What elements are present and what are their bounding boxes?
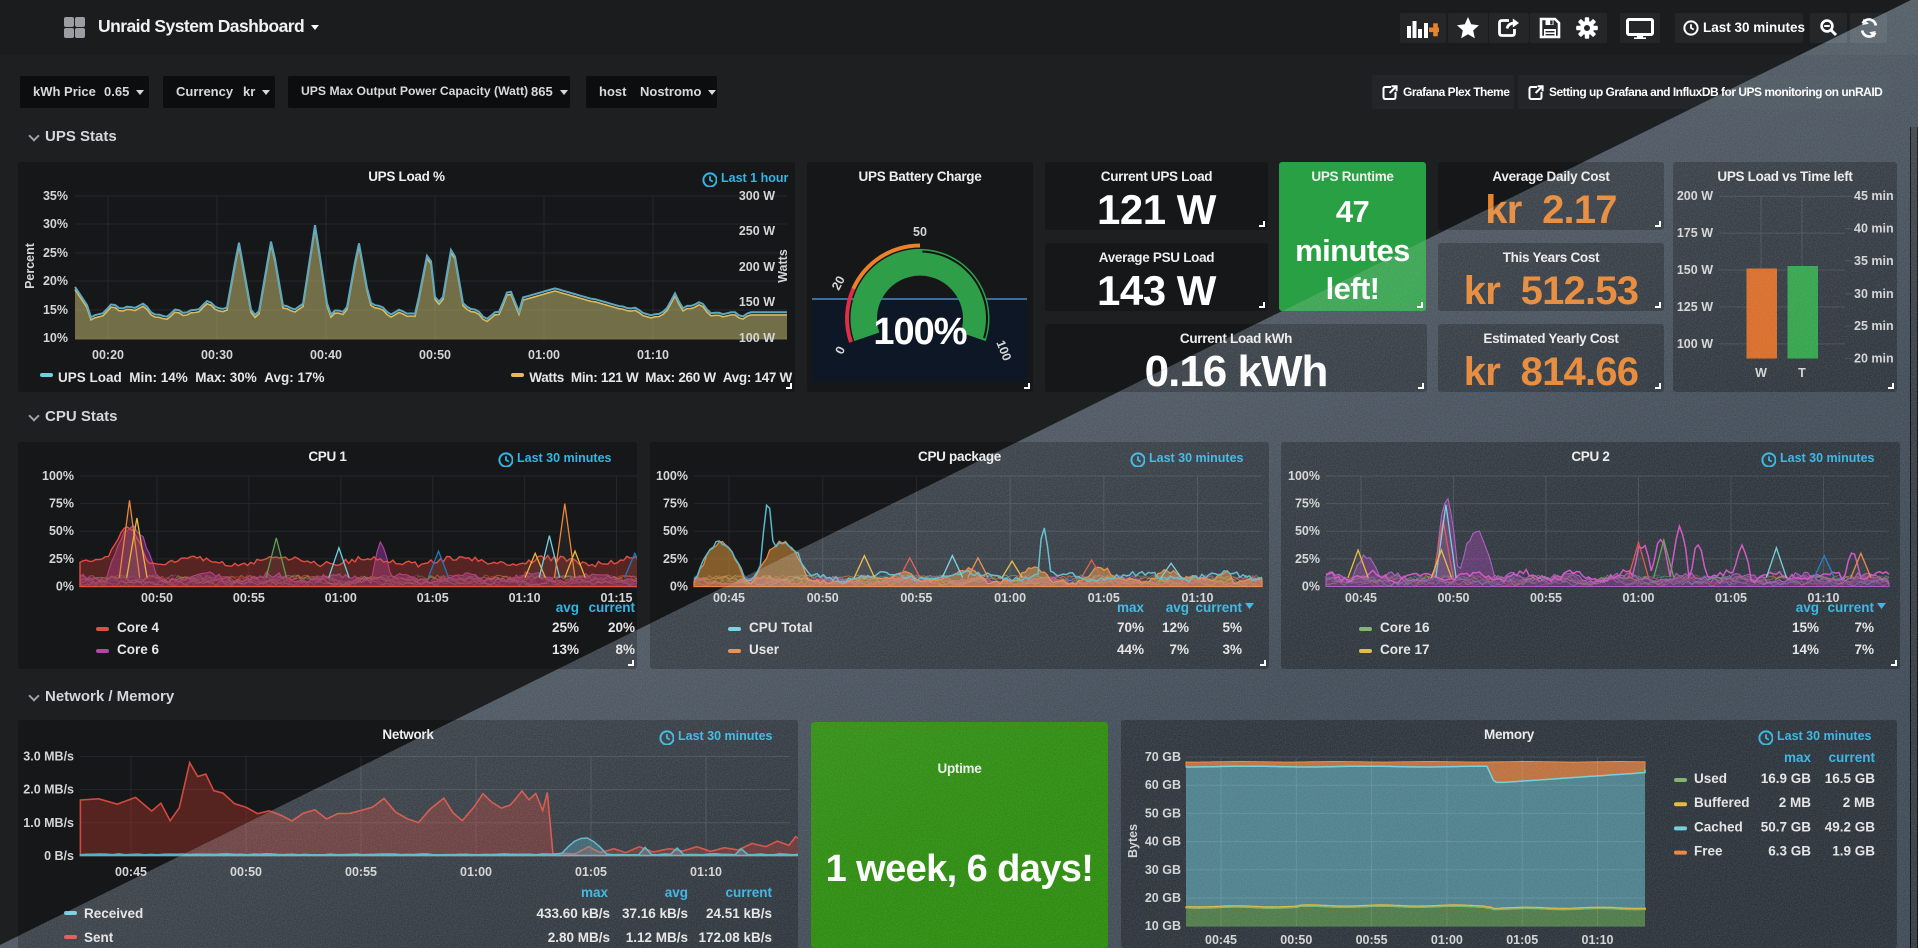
svg-text:20%: 20%: [43, 274, 68, 288]
svg-text:01:00: 01:00: [528, 348, 560, 362]
svg-text:100%: 100%: [873, 311, 966, 353]
svg-text:75%: 75%: [49, 497, 74, 511]
svg-text:25%: 25%: [663, 552, 688, 566]
svg-text:20%: 20%: [608, 620, 635, 635]
svg-text:1.0 MB/s: 1.0 MB/s: [23, 816, 74, 830]
svg-text:current: current: [588, 600, 635, 615]
svg-text:00:55: 00:55: [233, 591, 265, 605]
svg-text:01:15: 01:15: [601, 591, 633, 605]
svg-text:Watts: Watts: [776, 249, 790, 283]
svg-text:0%: 0%: [56, 580, 74, 594]
svg-text:75%: 75%: [663, 497, 688, 511]
svg-text:100%: 100%: [42, 469, 74, 483]
svg-text:10%: 10%: [43, 331, 68, 345]
svg-text:30%: 30%: [43, 217, 68, 231]
svg-text:100 W: 100 W: [739, 331, 775, 345]
svg-text:50%: 50%: [49, 524, 74, 538]
svg-text:25%: 25%: [552, 620, 579, 635]
svg-text:avg: avg: [556, 600, 579, 615]
svg-text:Core 4: Core 4: [117, 620, 160, 635]
svg-text:00:45: 00:45: [115, 865, 147, 879]
svg-text:300 W: 300 W: [739, 189, 775, 203]
svg-text:UPS Load Min: 14% Max: 30%: UPS Load Min: 14% Max: 30% Avg: 17%: [58, 370, 325, 385]
svg-text:13%: 13%: [552, 642, 579, 657]
svg-text:200 W: 200 W: [739, 260, 775, 274]
svg-text:25%: 25%: [49, 552, 74, 566]
svg-text:Watts Min: 121 W Max: 260 W: Watts Min: 121 W Max: 260 W Avg: 147 W: [529, 370, 792, 385]
svg-text:01:00: 01:00: [325, 591, 357, 605]
svg-text:0%: 0%: [670, 580, 688, 594]
svg-text:00:50: 00:50: [419, 348, 451, 362]
svg-text:01:10: 01:10: [637, 348, 669, 362]
svg-text:00:30: 00:30: [201, 348, 233, 362]
svg-text:35%: 35%: [43, 189, 68, 203]
svg-text:Core 6: Core 6: [117, 642, 160, 657]
svg-text:100%: 100%: [656, 469, 688, 483]
svg-text:00:40: 00:40: [310, 348, 342, 362]
svg-text:50%: 50%: [663, 524, 688, 538]
svg-text:01:10: 01:10: [509, 591, 541, 605]
svg-text:Percent: Percent: [23, 242, 37, 289]
svg-text:25%: 25%: [43, 246, 68, 260]
svg-text:00:20: 00:20: [92, 348, 124, 362]
svg-text:50: 50: [913, 225, 927, 239]
svg-text:01:05: 01:05: [417, 591, 449, 605]
svg-text:150 W: 150 W: [739, 295, 775, 309]
svg-text:250 W: 250 W: [739, 224, 775, 238]
svg-text:20: 20: [829, 274, 848, 293]
svg-text:3.0 MB/s: 3.0 MB/s: [23, 749, 74, 763]
svg-text:2.0 MB/s: 2.0 MB/s: [23, 783, 74, 797]
svg-text:00:50: 00:50: [141, 591, 173, 605]
svg-text:0 B/s: 0 B/s: [44, 849, 74, 863]
svg-text:15%: 15%: [43, 303, 68, 317]
